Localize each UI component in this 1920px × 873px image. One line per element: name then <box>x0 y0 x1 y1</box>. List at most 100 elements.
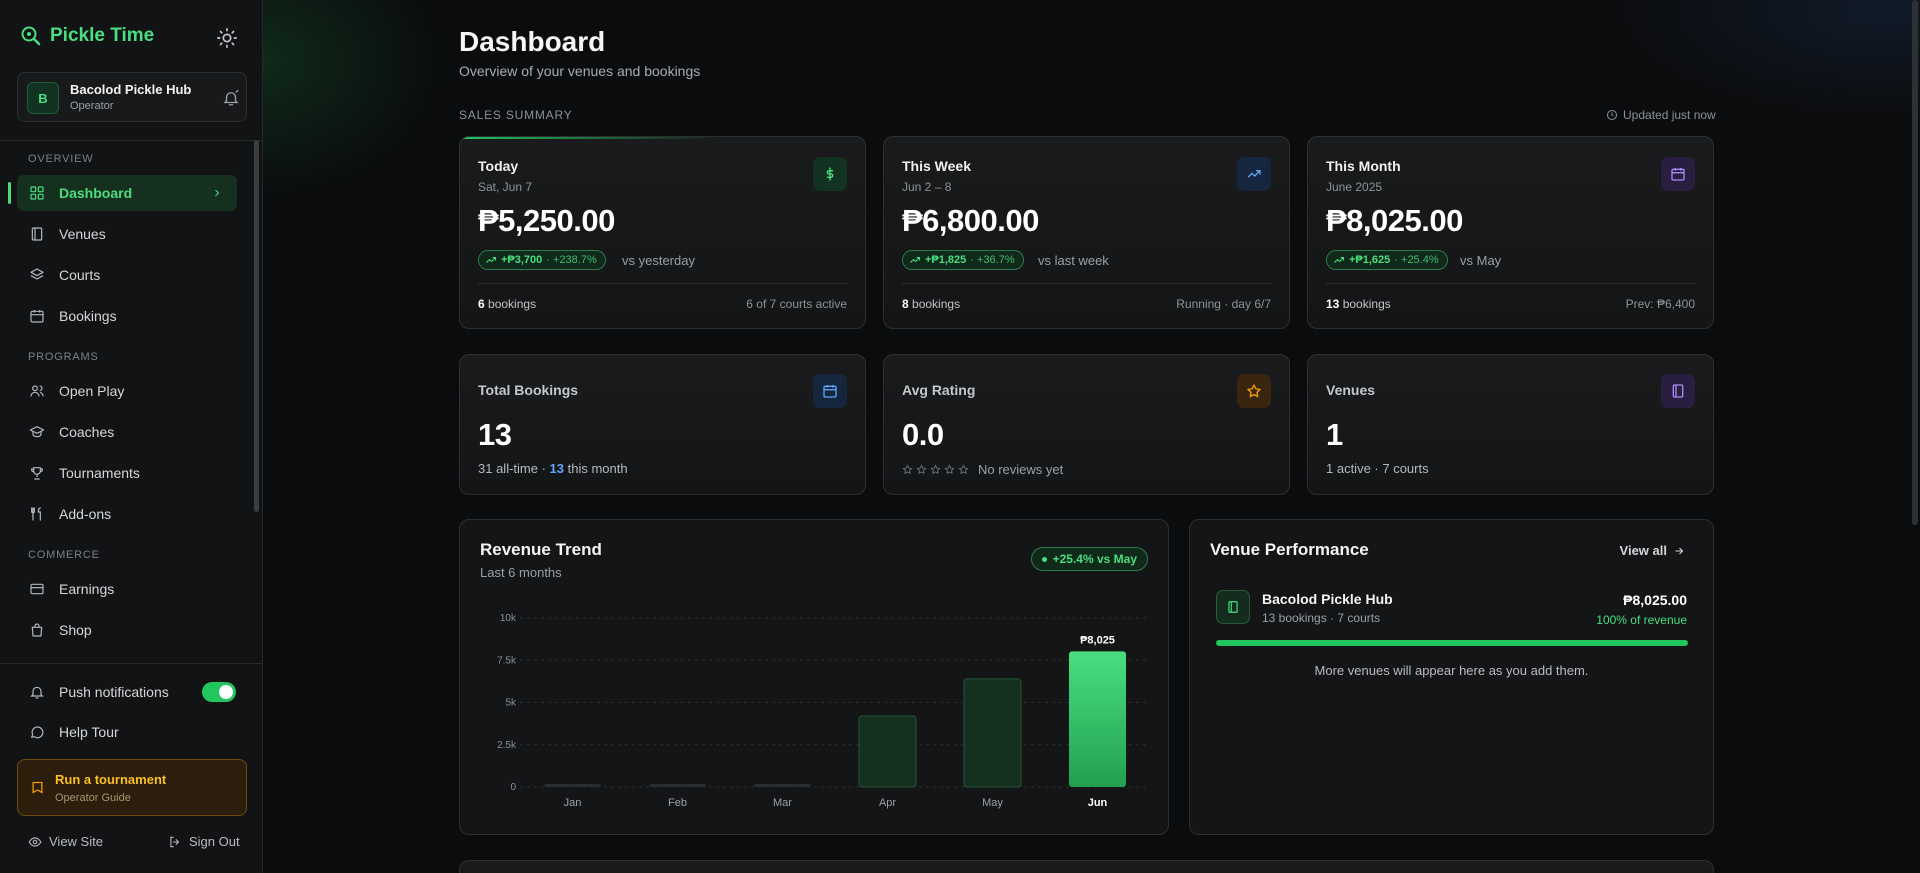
help-tour-button[interactable]: Help Tour <box>17 714 237 750</box>
org-role: Operator <box>70 100 114 112</box>
card-title: Total Bookings <box>478 382 579 398</box>
x-tick-label: Mar <box>773 797 792 809</box>
sidebar-item-venues[interactable]: Venues <box>17 216 237 252</box>
card-value: ₱8,025.00 <box>1326 203 1463 238</box>
sidebar-item-label: Open Play <box>59 383 125 399</box>
promo-title: Run a tournament <box>55 772 167 787</box>
x-tick-label: Feb <box>668 797 687 809</box>
running-note: Running · day 6/7 <box>1176 297 1271 311</box>
shopping-bag-icon <box>31 623 43 637</box>
venue-performance-title: Venue Performance <box>1210 540 1369 559</box>
sidebar-item-label: Courts <box>59 267 101 283</box>
star-outline-icon <box>902 464 913 475</box>
sidebar-item-label: Earnings <box>59 581 115 597</box>
dot-icon <box>1041 556 1047 562</box>
utensils-icon <box>31 507 41 521</box>
sun-icon[interactable] <box>216 27 238 49</box>
bar-feb[interactable] <box>649 784 706 787</box>
bell-icon <box>30 686 44 699</box>
star-outline-icon <box>930 464 941 475</box>
promo-subtitle: Operator Guide <box>55 792 131 804</box>
bar-apr[interactable] <box>858 715 917 788</box>
run-tournament-promo[interactable]: Run a tournament Operator Guide <box>17 759 247 816</box>
bar-jun[interactable] <box>1069 651 1126 787</box>
sidebar-item-earnings[interactable]: Earnings <box>17 571 237 607</box>
revenue-change-badge: +25.4% vs May <box>1030 547 1148 571</box>
compare-text: vs May <box>1460 253 1502 268</box>
sidebar-item-addons[interactable]: Add-ons <box>17 496 237 532</box>
venue-name[interactable]: Bacolod Pickle Hub <box>1262 591 1393 607</box>
sidebar-item-open-play[interactable]: Open Play <box>17 373 237 409</box>
venue-share-bar <box>1216 640 1688 646</box>
view-all-link[interactable]: View all <box>1620 543 1685 558</box>
chevron-right-icon <box>215 189 220 197</box>
sidebar-item-dashboard[interactable]: Dashboard <box>17 175 237 211</box>
sidebar-item-bookings[interactable]: Bookings <box>17 298 237 334</box>
bar-mar[interactable] <box>754 784 811 787</box>
sidebar-item-shop[interactable]: Shop <box>17 612 237 648</box>
x-tick-label: Jan <box>564 797 582 809</box>
sidebar-scrollbar[interactable] <box>254 140 259 512</box>
y-tick-label: 10k <box>500 613 517 624</box>
x-tick-label: Apr <box>879 797 896 809</box>
sidebar-item-label: Bookings <box>59 308 117 324</box>
sidebar-item-courts[interactable]: Courts <box>17 257 237 293</box>
trend-up-icon <box>486 256 497 263</box>
building-icon <box>1216 590 1250 624</box>
y-tick-label: 2.5k <box>497 740 517 751</box>
bookings-count: 13 bookings <box>1326 297 1391 311</box>
wallet-icon <box>30 583 44 595</box>
push-notifications-toggle[interactable] <box>202 682 236 702</box>
view-site-link[interactable]: View Site <box>28 834 103 849</box>
sign-out-button[interactable]: Sign Out <box>168 834 240 849</box>
card-value: ₱5,250.00 <box>478 203 615 238</box>
sidebar: Pickle Time B Bacolod Pickle Hub Operato… <box>0 0 263 873</box>
revenue-trend-panel: Revenue Trend Last 6 months +25.4% vs Ma… <box>459 519 1169 835</box>
page-subtitle: Overview of your venues and bookings <box>459 63 701 79</box>
venue-revenue: ₱8,025.00 <box>1623 592 1687 608</box>
sales-summary-label: SALES SUMMARY <box>459 108 573 122</box>
bar-jan[interactable] <box>544 784 601 787</box>
message-circle-icon <box>31 726 44 739</box>
delta-amount: +₱1,825 <box>925 254 967 266</box>
active-indicator <box>8 182 11 204</box>
calendar-icon <box>813 374 847 408</box>
trend-up-icon <box>910 256 921 263</box>
building-icon <box>1661 374 1695 408</box>
star-icon <box>1237 374 1271 408</box>
sidebar-item-coaches[interactable]: Coaches <box>17 414 237 450</box>
bookings-count: 8 bookings <box>902 297 961 311</box>
bar-may[interactable] <box>963 678 1022 788</box>
card-value: ₱6,800.00 <box>902 203 1039 238</box>
y-tick-label: 0 <box>510 782 516 793</box>
card-title: Venues <box>1326 382 1376 398</box>
stat-card-total-bookings: Total Bookings 13 31 all-time · 13 this … <box>459 354 866 495</box>
org-avatar: B <box>27 82 59 114</box>
dollar-icon <box>813 157 847 191</box>
org-switcher[interactable]: B Bacolod Pickle Hub Operator <box>17 72 247 122</box>
sidebar-item-label: Coaches <box>59 424 115 440</box>
sidebar-item-tournaments[interactable]: Tournaments <box>17 455 237 491</box>
delta-pill: +₱1,625 · +25.4% <box>1326 250 1448 270</box>
divider <box>0 140 263 141</box>
clock-icon <box>1607 110 1617 120</box>
sidebar-item-label: Add-ons <box>59 506 112 522</box>
push-notifications-row: Push notifications <box>17 674 237 710</box>
log-out-icon <box>170 836 180 847</box>
venue-revenue-share: 100% of revenue <box>1596 613 1687 627</box>
card-subtitle: June 2025 <box>1326 180 1383 194</box>
sidebar-item-label: Tournaments <box>59 465 140 481</box>
section-programs: PROGRAMS <box>28 351 99 363</box>
section-commerce: COMMERCE <box>28 549 100 561</box>
compare-text: vs last week <box>1038 253 1109 268</box>
next-section-card <box>459 860 1714 873</box>
trend-up-icon <box>1237 157 1271 191</box>
venue-performance-panel: Venue Performance View all Bacolod Pickl… <box>1189 519 1714 835</box>
venues-note: 1 active · 7 courts <box>1326 461 1429 476</box>
bell-icon[interactable] <box>222 89 240 107</box>
brand[interactable]: Pickle Time <box>20 25 154 47</box>
calendar-icon <box>30 310 44 323</box>
divider <box>1326 283 1697 284</box>
page-scrollbar[interactable] <box>1912 0 1918 525</box>
delta-percent: · +36.7% <box>970 254 1015 266</box>
